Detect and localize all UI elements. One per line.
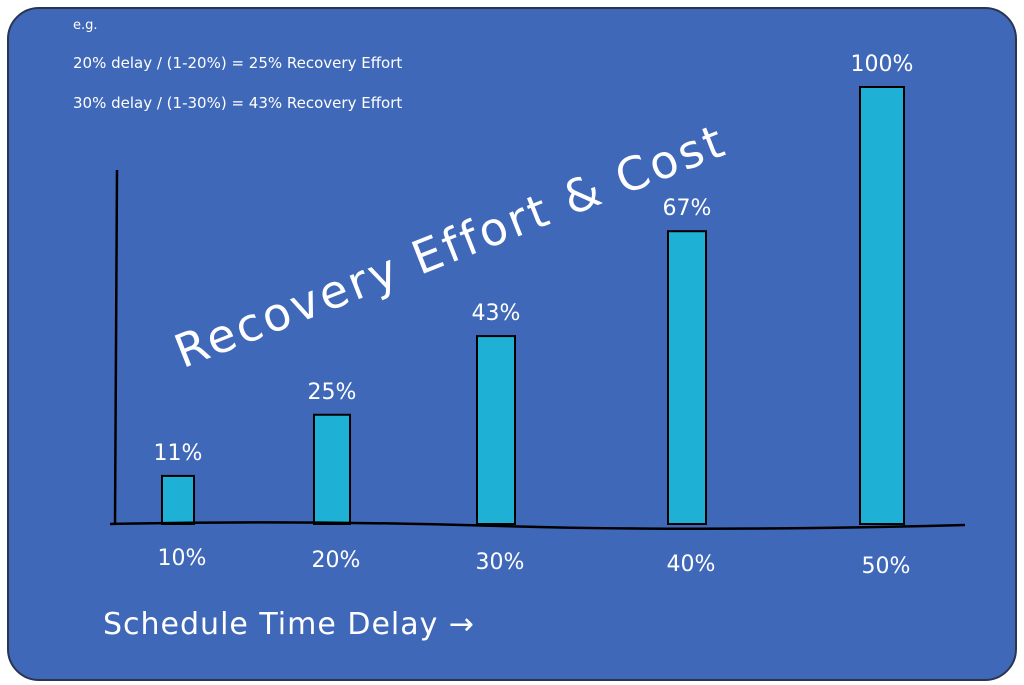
data-label: 100% <box>851 52 914 77</box>
x-tick-label: 50% <box>862 554 911 579</box>
bar-20% <box>313 413 351 525</box>
x-tick-label: 30% <box>476 550 525 575</box>
bar-50% <box>859 86 905 525</box>
data-label: 67% <box>663 196 712 221</box>
x-axis <box>109 521 966 531</box>
data-label: 25% <box>308 380 357 405</box>
bar-30% <box>476 335 516 525</box>
x-axis-label: Schedule Time Delay → <box>103 607 475 642</box>
note-eg: e.g. <box>73 18 98 33</box>
data-label: 11% <box>154 441 203 466</box>
x-tick-label: 20% <box>312 548 361 573</box>
note-line-1: 20% delay / (1-20%) = 25% Recovery Effor… <box>73 54 403 72</box>
data-label: 43% <box>472 301 521 326</box>
note-line-2: 30% delay / (1-30%) = 43% Recovery Effor… <box>73 94 403 112</box>
y-axis <box>113 169 119 525</box>
bar-40% <box>667 230 707 526</box>
bar-10% <box>161 474 195 525</box>
x-tick-label: 40% <box>667 552 716 577</box>
chart-title: Recovery Effort & Cost <box>167 113 734 379</box>
x-tick-label: 10% <box>158 546 207 571</box>
